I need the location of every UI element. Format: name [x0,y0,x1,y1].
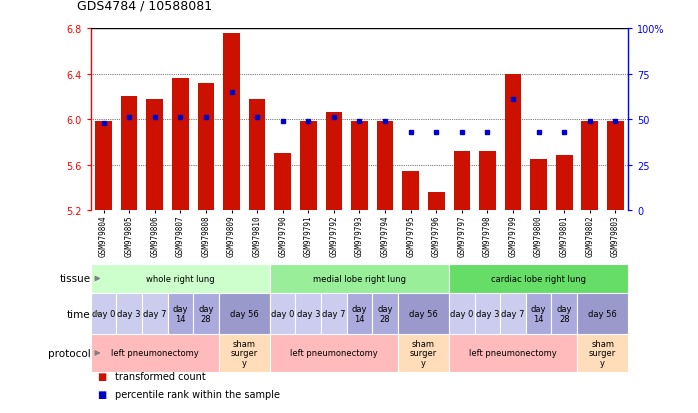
Text: cardiac lobe right lung: cardiac lobe right lung [491,274,586,283]
Bar [475,293,500,335]
Bar [398,335,449,372]
Text: sham
surger
y: sham surger y [230,339,258,367]
Bar [454,152,470,211]
Text: day 3: day 3 [117,309,141,318]
Bar [398,293,449,335]
Text: transformed count: transformed count [115,371,206,381]
Bar [449,293,475,335]
Text: day
14: day 14 [172,304,188,323]
Bar [121,97,138,211]
Bar [530,159,547,211]
Bar [325,113,342,211]
Bar [198,83,214,211]
Bar [505,74,521,211]
Bar [91,293,117,335]
Text: day
28: day 28 [198,304,214,323]
Bar [351,122,368,211]
Text: day 7: day 7 [501,309,525,318]
Text: day
14: day 14 [352,304,367,323]
Text: day 56: day 56 [588,309,617,318]
Bar [428,192,445,211]
Bar [300,122,317,211]
Bar [248,99,265,211]
Bar [377,122,394,211]
Text: protocol: protocol [48,348,91,358]
Text: left pneumonectomy: left pneumonectomy [290,349,378,358]
Bar [402,172,419,211]
Text: tissue: tissue [59,274,91,284]
Bar [551,293,577,335]
Text: day 3: day 3 [297,309,320,318]
Text: day 0: day 0 [450,309,473,318]
Text: day 7: day 7 [143,309,167,318]
Text: day
14: day 14 [531,304,547,323]
Bar [142,293,168,335]
Bar [607,122,624,211]
Text: left pneumonectomy: left pneumonectomy [111,349,199,358]
Bar [193,293,218,335]
Text: percentile rank within the sample: percentile rank within the sample [115,389,280,399]
Bar [218,335,270,372]
Bar [556,156,572,211]
Bar [270,264,449,293]
Bar [91,264,270,293]
Text: day 7: day 7 [322,309,346,318]
Bar [91,335,218,372]
Text: ■: ■ [98,371,110,381]
Text: whole right lung: whole right lung [146,274,214,283]
Bar [274,154,291,211]
Bar [168,293,193,335]
Text: sham
surger
y: sham surger y [410,339,437,367]
Bar [117,293,142,335]
Text: ■: ■ [98,389,110,399]
Bar [577,335,628,372]
Text: day 0: day 0 [271,309,295,318]
Text: day 0: day 0 [92,309,115,318]
Bar [449,335,577,372]
Bar [321,293,347,335]
Bar [172,79,188,211]
Text: day
28: day 28 [556,304,572,323]
Text: GDS4784 / 10588081: GDS4784 / 10588081 [77,0,212,12]
Text: day 3: day 3 [475,309,499,318]
Bar [95,122,112,211]
Bar [295,293,321,335]
Bar [479,152,496,211]
Bar [223,33,240,211]
Bar [372,293,398,335]
Text: left pneumonectomy: left pneumonectomy [469,349,557,358]
Bar [147,99,163,211]
Bar [581,122,598,211]
Text: day 56: day 56 [409,309,438,318]
Bar [270,293,295,335]
Text: medial lobe right lung: medial lobe right lung [313,274,406,283]
Bar [449,264,628,293]
Bar [347,293,372,335]
Bar [526,293,551,335]
Bar [270,335,398,372]
Text: day 56: day 56 [230,309,259,318]
Bar [218,293,270,335]
Bar [500,293,526,335]
Bar [577,293,628,335]
Text: sham
surger
y: sham surger y [589,339,616,367]
Text: time: time [67,309,91,319]
Text: day
28: day 28 [378,304,393,323]
